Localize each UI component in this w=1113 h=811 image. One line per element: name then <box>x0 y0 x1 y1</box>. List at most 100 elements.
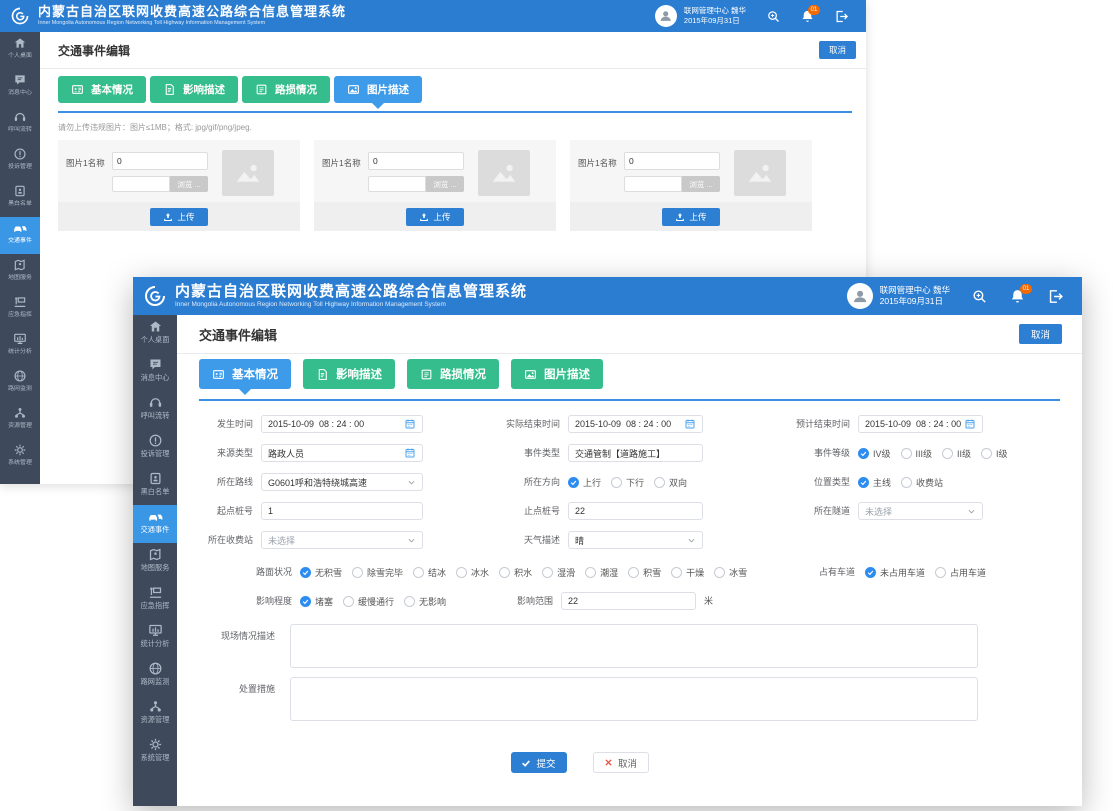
image-name-field[interactable] <box>624 152 720 170</box>
calendar-icon[interactable] <box>404 447 416 459</box>
radio-option-积水[interactable]: 积水 <box>499 566 532 579</box>
bell-icon[interactable]: 01 <box>998 283 1036 305</box>
route-select[interactable]: G0601呼和浩特绕城高速 <box>261 473 423 491</box>
calendar-icon[interactable] <box>684 418 696 430</box>
tab-damage[interactable]: 路损情况 <box>242 76 330 103</box>
radio-option-IV级[interactable]: IV级 <box>858 447 891 460</box>
sidebar-item-emergency[interactable]: 应急指挥 <box>0 291 40 328</box>
tab-damage[interactable]: 路损情况 <box>407 359 499 389</box>
file-path-input[interactable] <box>117 179 165 189</box>
start-stake-field[interactable] <box>261 502 423 520</box>
upload-button[interactable]: 上传 <box>406 207 464 226</box>
browse-button[interactable]: 浏览 ... <box>170 176 208 192</box>
radio-option-双向[interactable]: 双向 <box>654 476 687 489</box>
actual-end-field[interactable] <box>568 415 703 433</box>
end-stake-input[interactable] <box>575 506 696 516</box>
event-type-input[interactable] <box>575 448 696 458</box>
tab-pictures[interactable]: 图片描述 <box>511 359 603 389</box>
sidebar-item-resource[interactable]: 资源管理 <box>133 695 177 733</box>
sidebar-item-blacklist[interactable]: 黑白名单 <box>0 180 40 217</box>
toll-station-select[interactable]: 未选择 <box>261 531 423 549</box>
radio-option-下行[interactable]: 下行 <box>611 476 644 489</box>
browse-button[interactable]: 浏览 ... <box>426 176 464 192</box>
radio-option-II级[interactable]: II级 <box>942 447 971 460</box>
radio-option-主线[interactable]: 主线 <box>858 476 891 489</box>
sidebar-item-call[interactable]: 呼叫流转 <box>0 106 40 143</box>
radio-option-积雪[interactable]: 积雪 <box>628 566 661 579</box>
sidebar-item-traffic-event[interactable]: 交通事件 <box>0 217 40 254</box>
image-name-input[interactable] <box>373 156 459 166</box>
sidebar-item-desktop[interactable]: 个人桌面 <box>133 315 177 353</box>
source-type-input[interactable] <box>268 448 404 458</box>
radio-option-缓慢通行[interactable]: 缓慢通行 <box>343 595 394 608</box>
tab-impact[interactable]: 影响描述 <box>150 76 238 103</box>
radio-option-冰雪[interactable]: 冰雪 <box>714 566 747 579</box>
expect-end-input[interactable] <box>865 419 964 429</box>
radio-option-无影响[interactable]: 无影响 <box>404 595 446 608</box>
bell-icon[interactable]: 01 <box>790 4 824 24</box>
image-name-input[interactable] <box>629 156 715 166</box>
sidebar-item-network-monitor[interactable]: 路网监测 <box>0 365 40 402</box>
expect-end-field[interactable] <box>858 415 983 433</box>
tab-basic[interactable]: 基本情况 <box>58 76 146 103</box>
impact-range-field[interactable] <box>561 592 696 610</box>
image-name-input[interactable] <box>117 156 203 166</box>
radio-option-干燥[interactable]: 干燥 <box>671 566 704 579</box>
logout-icon[interactable] <box>824 9 858 24</box>
cancel-button-top[interactable]: 取消 <box>818 41 856 59</box>
search-icon[interactable] <box>960 288 998 305</box>
sidebar-item-map[interactable]: 地图服务 <box>133 543 177 581</box>
radio-option-I级[interactable]: I级 <box>981 447 1008 460</box>
sidebar-item-stats[interactable]: 统计分析 <box>133 619 177 657</box>
radio-option-上行[interactable]: 上行 <box>568 476 601 489</box>
tab-impact[interactable]: 影响描述 <box>303 359 395 389</box>
actual-end-input[interactable] <box>575 419 684 429</box>
browse-button[interactable]: 浏览 ... <box>682 176 720 192</box>
sidebar-item-system[interactable]: 系统管理 <box>0 439 40 476</box>
tunnel-select[interactable]: 未选择 <box>858 502 983 520</box>
radio-option-无积雪[interactable]: 无积雪 <box>300 566 342 579</box>
avatar[interactable] <box>846 283 873 309</box>
radio-option-除雪完毕[interactable]: 除雪完毕 <box>352 566 403 579</box>
sidebar-item-complaint[interactable]: 投诉管理 <box>0 143 40 180</box>
sidebar-item-network-monitor[interactable]: 路网监测 <box>133 657 177 695</box>
sidebar-item-complaint[interactable]: 投诉管理 <box>133 429 177 467</box>
radio-option-潮湿[interactable]: 潮湿 <box>585 566 618 579</box>
radio-option-III级[interactable]: III级 <box>900 447 932 460</box>
radio-option-冰水[interactable]: 冰水 <box>456 566 489 579</box>
radio-option-湿滑[interactable]: 湿滑 <box>542 566 575 579</box>
radio-option-占用车道[interactable]: 占用车道 <box>935 566 986 579</box>
sidebar-item-emergency[interactable]: 应急指挥 <box>133 581 177 619</box>
sidebar-item-map[interactable]: 地图服务 <box>0 254 40 291</box>
file-path-input[interactable] <box>629 179 677 189</box>
radio-option-收费站[interactable]: 收费站 <box>901 476 943 489</box>
image-name-field[interactable] <box>112 152 208 170</box>
sidebar-item-stats[interactable]: 统计分析 <box>0 328 40 365</box>
weather-select[interactable]: 晴 <box>568 531 703 549</box>
radio-option-堵塞[interactable]: 堵塞 <box>300 595 333 608</box>
file-path-field[interactable] <box>368 176 426 192</box>
end-stake-field[interactable] <box>568 502 703 520</box>
measures-textarea[interactable] <box>290 677 978 721</box>
upload-button[interactable]: 上传 <box>662 207 720 226</box>
tab-basic[interactable]: 基本情况 <box>199 359 291 395</box>
source-type-field[interactable] <box>261 444 423 462</box>
cancel-button[interactable]: 取消 <box>592 752 649 773</box>
search-icon[interactable] <box>756 9 790 24</box>
radio-option-结冰[interactable]: 结冰 <box>413 566 446 579</box>
sidebar-item-call[interactable]: 呼叫流转 <box>133 391 177 429</box>
impact-range-input[interactable] <box>568 596 689 606</box>
file-path-field[interactable] <box>624 176 682 192</box>
scene-desc-textarea[interactable] <box>290 624 978 668</box>
avatar[interactable] <box>654 5 677 27</box>
sidebar-item-message[interactable]: 消息中心 <box>133 353 177 391</box>
file-path-input[interactable] <box>373 179 421 189</box>
file-path-field[interactable] <box>112 176 170 192</box>
logout-icon[interactable] <box>1036 288 1074 305</box>
submit-button[interactable]: 提交 <box>510 752 567 773</box>
calendar-icon[interactable] <box>964 418 976 430</box>
sidebar-item-desktop[interactable]: 个人桌面 <box>0 32 40 69</box>
sidebar-item-system[interactable]: 系统管理 <box>133 733 177 771</box>
calendar-icon[interactable] <box>404 418 416 430</box>
tab-pictures[interactable]: 图片描述 <box>334 76 422 109</box>
